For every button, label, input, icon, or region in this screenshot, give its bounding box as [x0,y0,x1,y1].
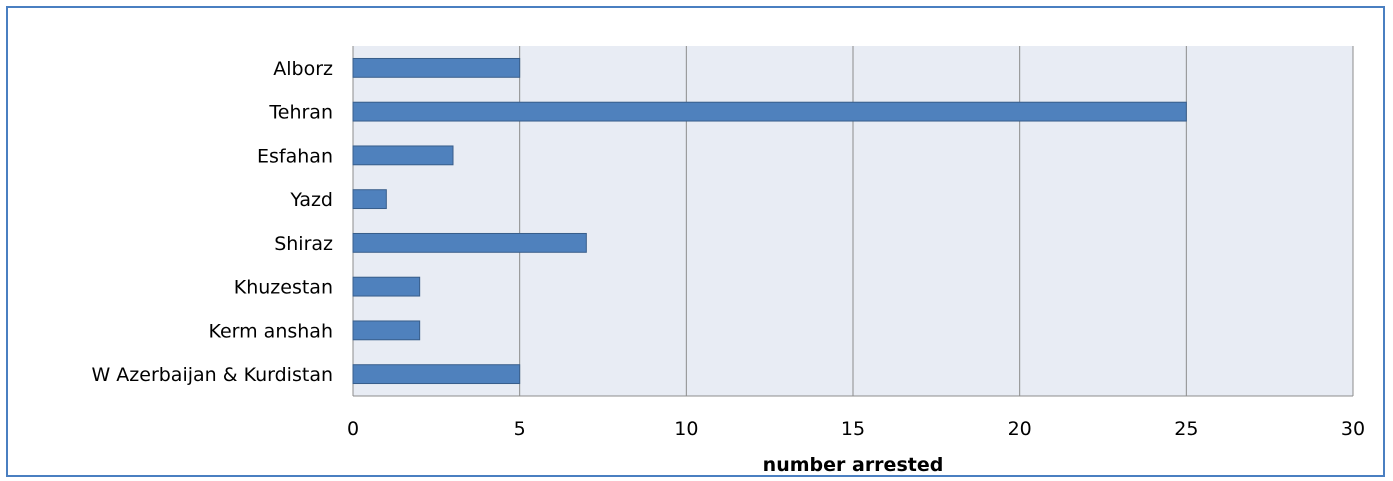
x-tick-label: 10 [674,418,698,440]
x-tick-label: 0 [347,418,359,440]
category-label: Tehran [268,102,333,124]
category-labels: Alborz Tehran Esfahan Yazd Shiraz Khuzestan Ke… [91,58,333,386]
x-tick-label: 25 [1174,418,1198,440]
category-label: W Azerbaijan & Kurdistan [91,364,333,386]
category-label: Khuzestan [234,277,333,299]
bar-shiraz [352,232,587,253]
bar-khuzestan [352,276,421,297]
bars [352,57,1187,385]
x-tick-labels: 0 5 10 15 20 25 30 [347,418,1365,440]
category-label: Shiraz [274,233,333,255]
category-label: Yazd [289,189,333,211]
category-label: Esfahan [257,145,333,167]
x-tick-label: 30 [1341,418,1365,440]
bar-alborz [352,57,521,78]
x-tick-label: 5 [514,418,526,440]
x-axis-title: number arrested [763,454,944,476]
bar-yazd [352,189,387,210]
bar-tehran [352,101,1187,122]
bar-w-azerbaijan-kurdistan [352,364,521,385]
x-tick-label: 15 [841,418,865,440]
x-tick-label: 20 [1008,418,1032,440]
bar-kerm-anshah [352,320,421,341]
category-label: Alborz [273,58,333,80]
category-label: Kerm anshah [208,320,333,342]
bar-esfahan [352,145,454,166]
